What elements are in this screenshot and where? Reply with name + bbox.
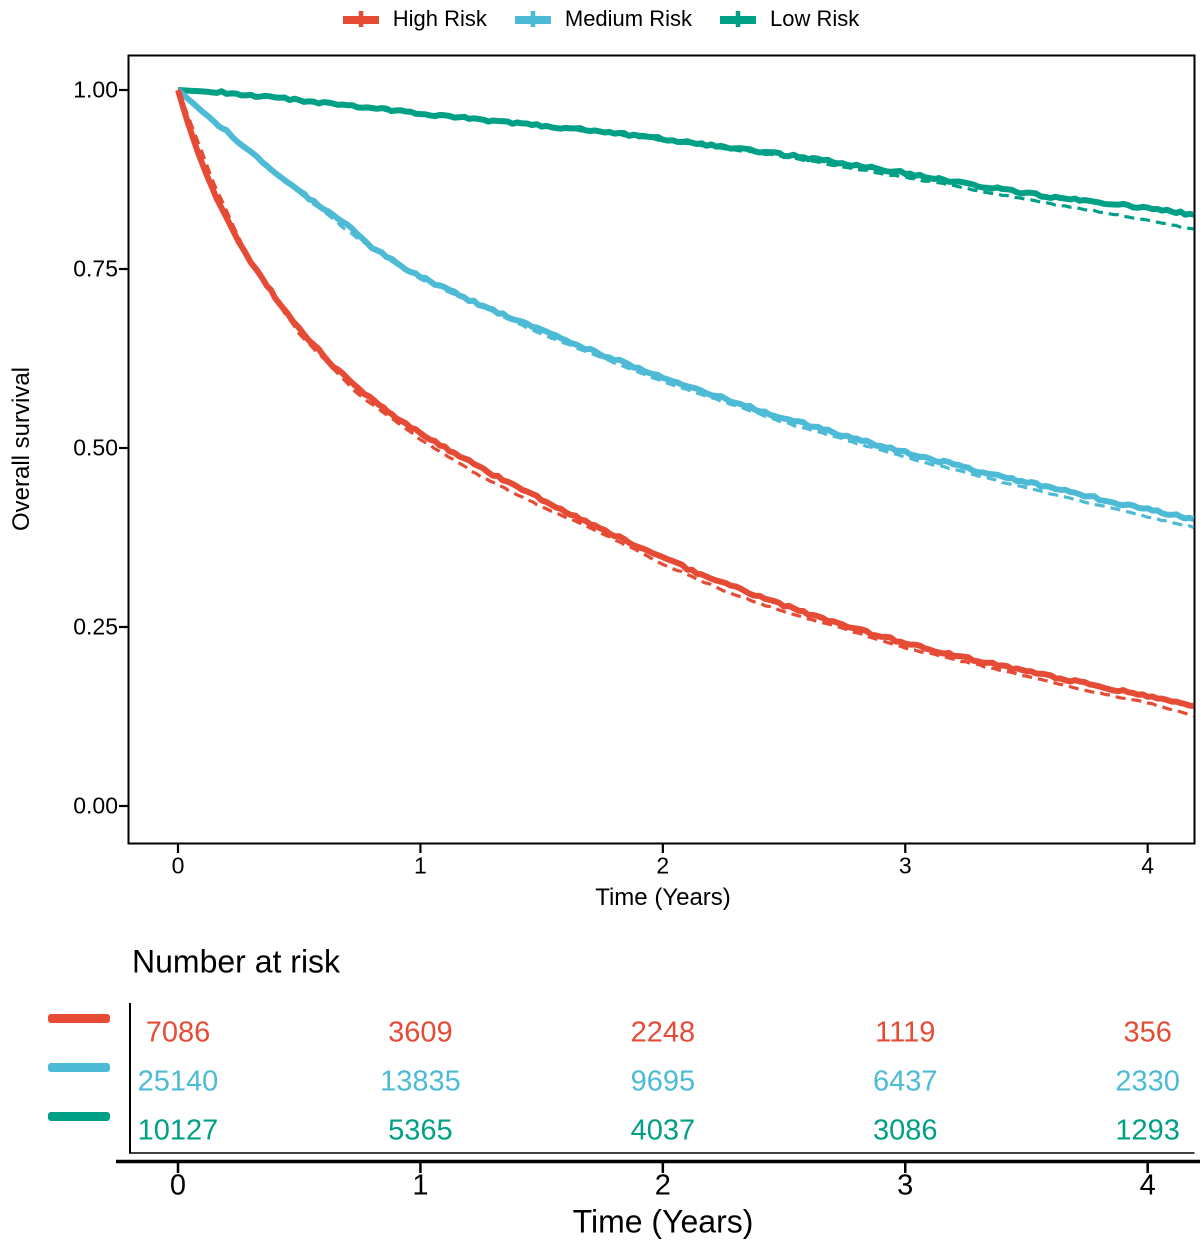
risk-value-low-risk-t2: 4037 [630,1114,696,1147]
risk-value-medium-risk-t0: 25140 [137,1065,219,1098]
risk-value-low-risk-t3: 3086 [872,1114,938,1147]
legend-item-low-risk: Low Risk [718,7,859,31]
risk-axis-tick-label-4: 4 [1139,1169,1156,1202]
risk-axis-tick-label-1: 1 [412,1169,429,1202]
x-tick-label-2: 2 [656,852,670,879]
risk-value-high-risk-t3: 1119 [875,1016,936,1049]
legend-item-label: High Risk [392,6,487,31]
risk-value-high-risk-t4: 356 [1123,1016,1172,1049]
risk-axis-tick-label-2: 2 [654,1169,671,1202]
x-tick-label-1: 1 [414,852,427,879]
curve-medium-risk-solid [175,87,1195,522]
y-tick-label-0.75: 0.75 [73,255,118,282]
risk-table-title: Number at risk [132,943,341,980]
risk-row-swatch-medium-risk [48,1062,110,1072]
y-tick-label-0.25: 0.25 [73,613,118,640]
legend-item-label: Medium Risk [564,6,693,31]
y-tick-label-0.50: 0.50 [73,434,118,461]
x-tick-label-3: 3 [898,852,912,879]
legend-key-icon [720,11,757,27]
curve-low-risk-dashed [177,88,1194,231]
risk-value-medium-risk-t3: 6437 [872,1065,938,1098]
curve-high-risk-dashed [176,89,1195,718]
y-tick-label-0.00: 0.00 [73,792,118,819]
risk-value-medium-risk-t1: 13835 [380,1065,461,1098]
risk-value-high-risk-t0: 7086 [145,1016,211,1049]
panel-border [127,54,1196,845]
curve-high-risk-solid [175,89,1194,709]
risk-value-low-risk-t0: 10127 [137,1114,219,1147]
risk-row-swatch-low-risk [48,1111,110,1121]
risk-axis-tick-label-0: 0 [169,1169,187,1202]
risk-value-low-risk-t1: 5365 [388,1114,453,1147]
risk-value-medium-risk-t4: 2330 [1115,1065,1180,1098]
y-axis-title: Overall survival [8,366,35,532]
risk-value-high-risk-t1: 3609 [388,1016,453,1049]
legend-key-icon [514,11,551,27]
legend-item-high-risk: High Risk [341,7,487,31]
risk-row-swatch-high-risk [48,1013,110,1023]
legend-item-medium-risk: Medium Risk [513,7,692,31]
y-tick-label-1.00: 1.00 [73,76,118,103]
risk-value-medium-risk-t2: 9695 [630,1065,696,1098]
x-tick-label-4: 4 [1141,852,1155,879]
x-tick-label-0: 0 [171,852,185,879]
risk-axis-title: Time (Years) [572,1203,754,1240]
x-axis-title: Time (Years) [595,884,731,911]
legend-item-label: Low Risk [770,6,860,31]
legend-key-icon [342,11,379,27]
curve-low-risk-solid [177,87,1195,218]
legend: High Risk Medium Risk Low Risk [0,2,1200,36]
curve-medium-risk-dashed [176,88,1195,530]
risk-value-high-risk-t2: 2248 [630,1016,696,1049]
risk-axis-tick-label-3: 3 [897,1169,914,1202]
risk-value-low-risk-t4: 1293 [1115,1114,1180,1147]
